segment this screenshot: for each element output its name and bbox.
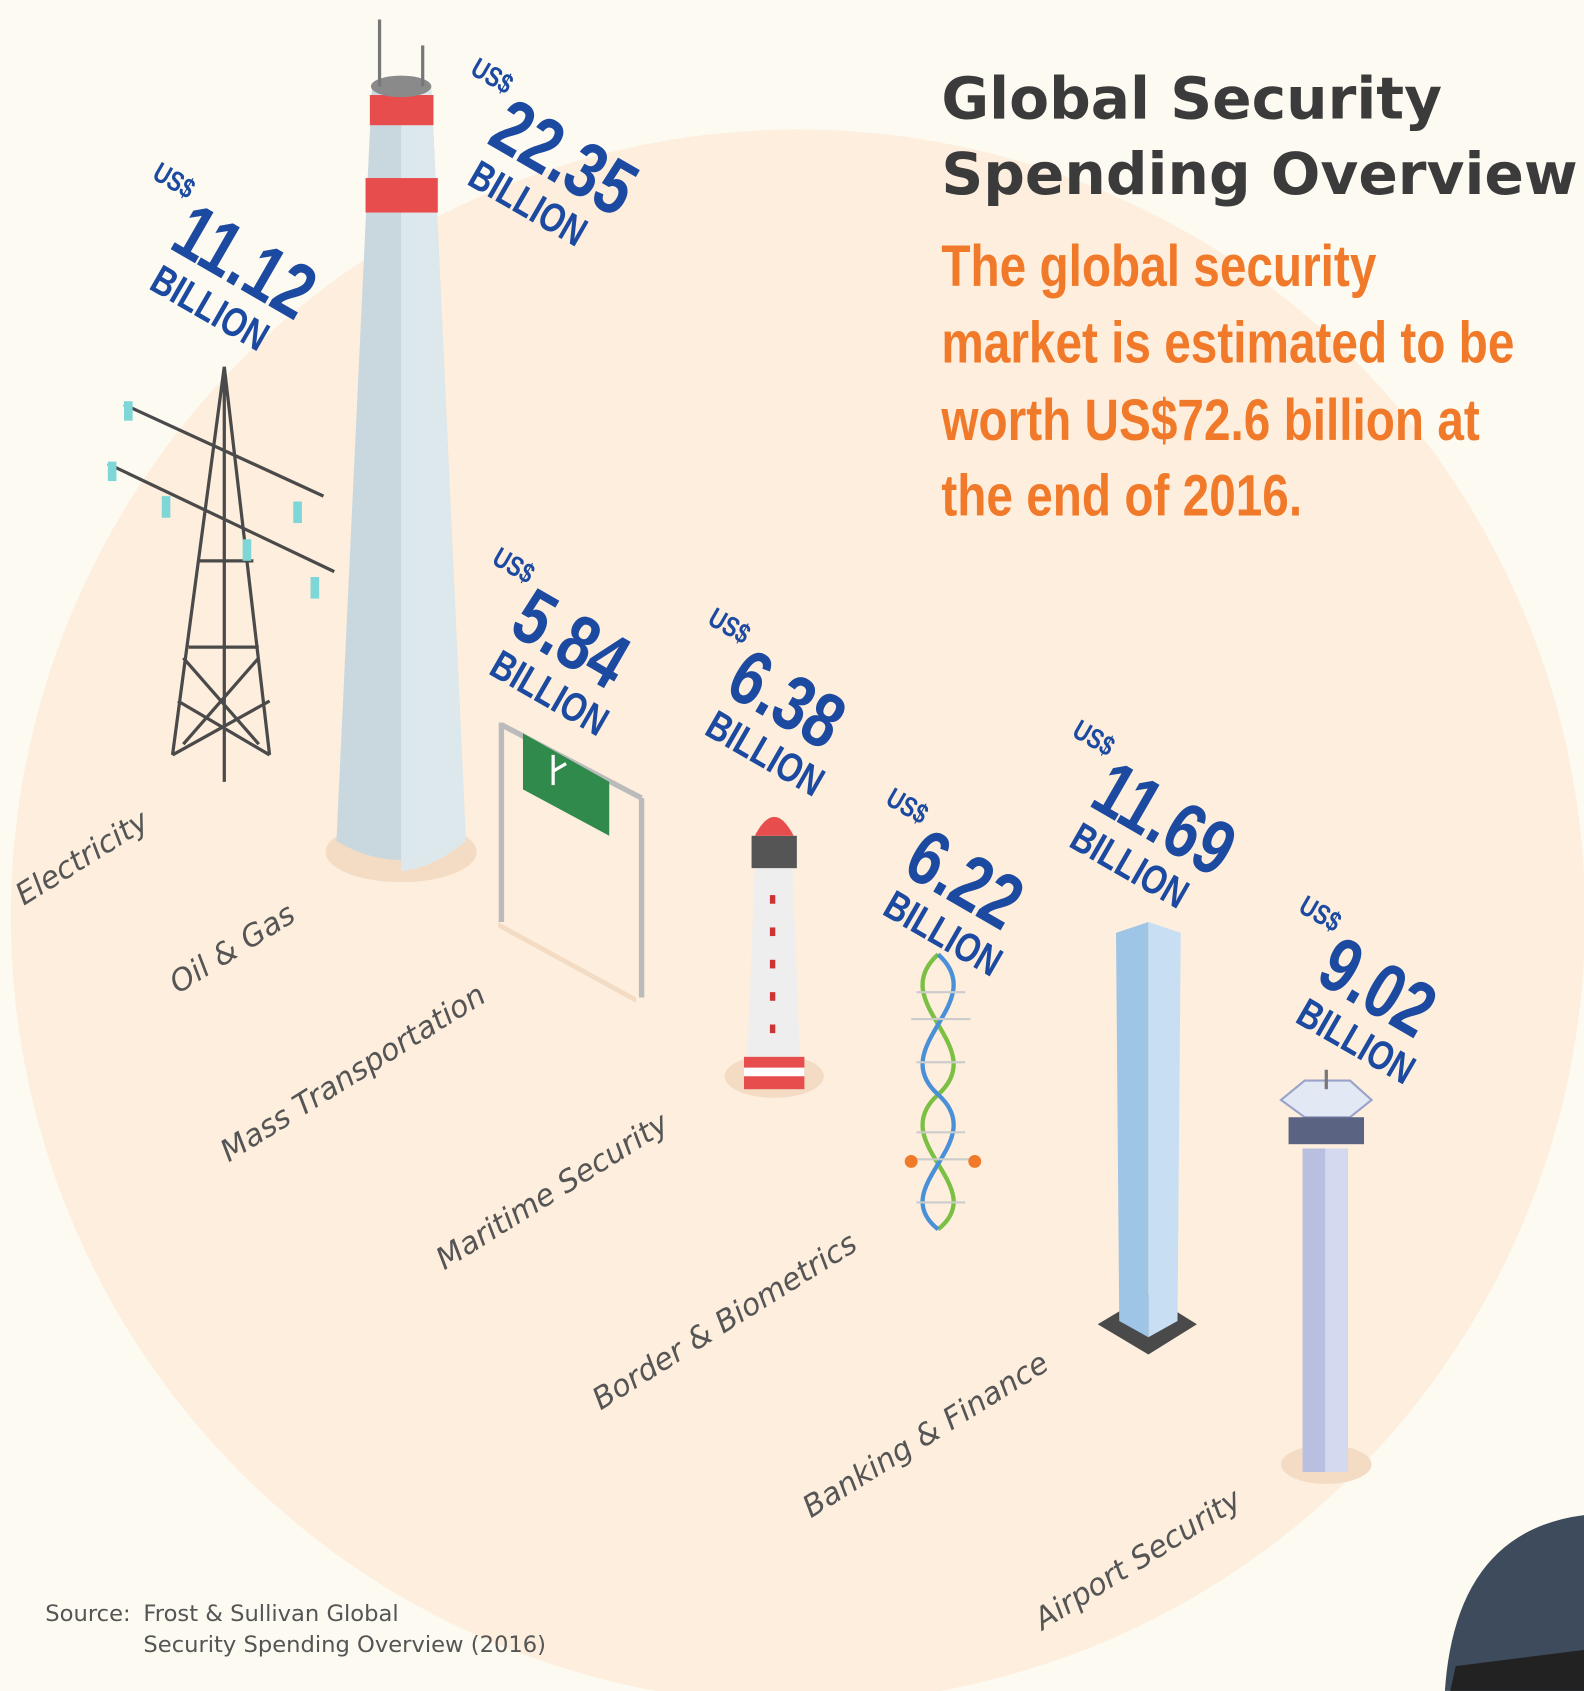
infographic: Global Security Spending Overview The gl…: [0, 0, 1584, 1691]
source-prefix: Source:: [45, 1601, 130, 1627]
subtitle-line: The global security: [941, 234, 1376, 299]
subtitle-line: market is estimated to be: [941, 311, 1514, 376]
currency: US$: [148, 157, 200, 205]
subtitle-line: the end of 2016.: [941, 464, 1302, 529]
title-line: Spending Overview: [941, 140, 1577, 208]
currency: US$: [466, 52, 518, 100]
title-line: Global Security: [941, 65, 1442, 133]
source-line: Security Spending Overview (2016): [143, 1632, 546, 1658]
thief-illustration: [1445, 1515, 1584, 1691]
source-line: Frost & Sullivan Global: [143, 1601, 398, 1627]
subtitle-line: worth US$72.6 billion at: [940, 389, 1480, 454]
page: {"header": {"title": ["Global Security",…: [0, 0, 1584, 1691]
